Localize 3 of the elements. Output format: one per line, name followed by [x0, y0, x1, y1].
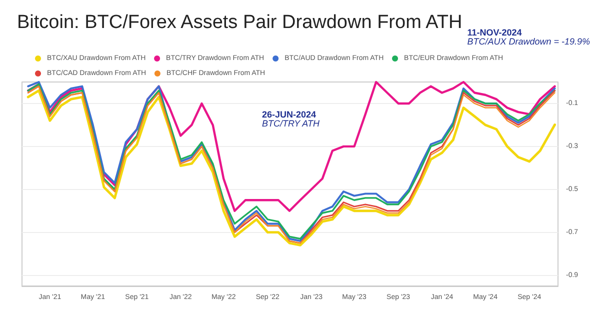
text: 11-NOV-2024 BTC/AUX Drawdown = -19.9%: [467, 28, 590, 46]
annotation: 26-JUN-2024 BTC/TRY ATH: [262, 110, 320, 128]
chart-title: Bitcoin: BTC/Forex Assets Pair Drawdown From ATH: [17, 12, 462, 33]
